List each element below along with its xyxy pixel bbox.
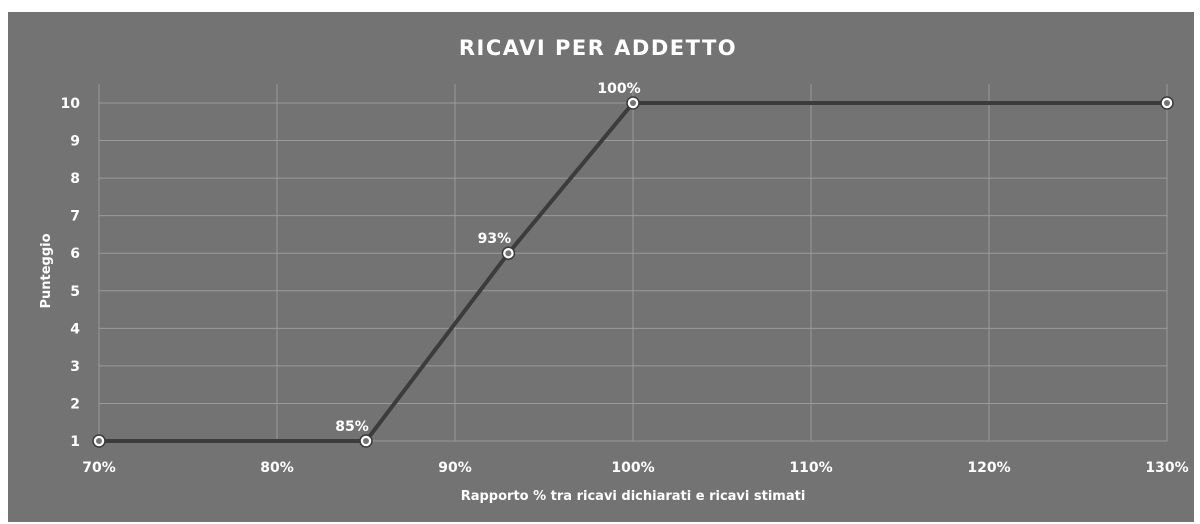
data-label: 93%	[478, 231, 512, 247]
data-labels: 85% 93% 100%	[335, 81, 640, 435]
x-axis-tick-labels: 70% 80% 90% 100% 110% 120% 130%	[82, 460, 1188, 476]
y-tick-label: 2	[70, 396, 80, 412]
x-tick-label: 110%	[789, 460, 832, 476]
chart-area	[8, 12, 1194, 522]
x-tick-label: 130%	[1145, 460, 1188, 476]
x-tick-label: 90%	[438, 460, 472, 476]
y-tick-label: 9	[70, 134, 80, 150]
y-tick-label: 1	[70, 434, 80, 450]
y-tick-label: 10	[61, 96, 81, 112]
data-label: 85%	[335, 419, 369, 435]
data-point-marker-center	[630, 100, 636, 106]
y-tick-label: 6	[70, 246, 80, 262]
x-axis-title: Rapporto % tra ricavi dichiarati e ricav…	[461, 489, 806, 504]
y-tick-label: 7	[70, 209, 80, 225]
y-axis-title: Punteggio	[39, 233, 54, 308]
y-tick-label: 4	[70, 321, 80, 337]
grid-lines	[98, 84, 1168, 442]
data-point-marker-center	[505, 250, 512, 257]
x-tick-label: 70%	[82, 460, 116, 476]
series-punteggio	[92, 96, 1174, 448]
y-axis-tick-labels: 1 2 3 4 5 6 7 8 9 10	[61, 96, 81, 450]
data-point-marker-center	[96, 438, 102, 444]
x-tick-label: 80%	[260, 460, 294, 476]
chart-title: RICAVI PER ADDETTO	[459, 36, 737, 60]
y-tick-label: 8	[70, 171, 80, 187]
x-tick-label: 120%	[967, 460, 1010, 476]
y-tick-label: 5	[70, 284, 80, 300]
x-tick-label: 100%	[611, 460, 654, 476]
y-tick-label: 3	[70, 359, 80, 375]
data-point-marker-center	[363, 438, 369, 444]
data-point-marker-center	[1164, 100, 1170, 106]
data-label: 100%	[597, 81, 640, 97]
